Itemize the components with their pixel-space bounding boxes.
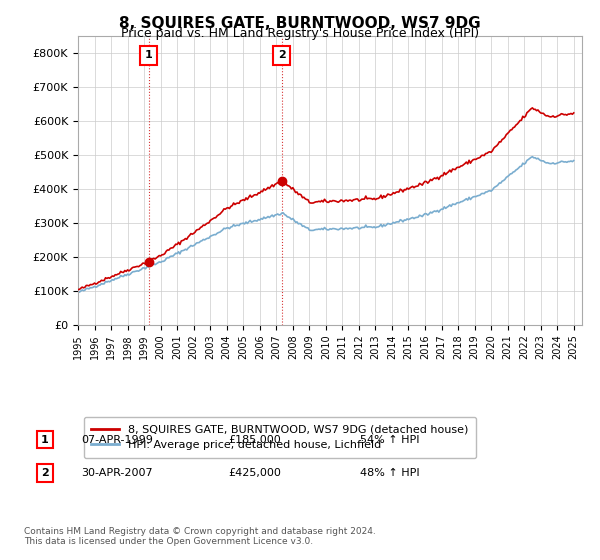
Text: 2: 2 — [41, 468, 49, 478]
Text: Contains HM Land Registry data © Crown copyright and database right 2024.
This d: Contains HM Land Registry data © Crown c… — [24, 526, 376, 546]
Text: 48% ↑ HPI: 48% ↑ HPI — [360, 468, 419, 478]
Text: 1: 1 — [145, 50, 152, 60]
Legend: 8, SQUIRES GATE, BURNTWOOD, WS7 9DG (detached house), HPI: Average price, detach: 8, SQUIRES GATE, BURNTWOOD, WS7 9DG (det… — [83, 417, 476, 458]
Text: 1: 1 — [41, 435, 49, 445]
Text: Price paid vs. HM Land Registry's House Price Index (HPI): Price paid vs. HM Land Registry's House … — [121, 27, 479, 40]
Text: 30-APR-2007: 30-APR-2007 — [81, 468, 152, 478]
Text: £425,000: £425,000 — [228, 468, 281, 478]
Text: 8, SQUIRES GATE, BURNTWOOD, WS7 9DG: 8, SQUIRES GATE, BURNTWOOD, WS7 9DG — [119, 16, 481, 31]
Text: 54% ↑ HPI: 54% ↑ HPI — [360, 435, 419, 445]
Text: £185,000: £185,000 — [228, 435, 281, 445]
Text: 2: 2 — [278, 50, 286, 60]
Text: 07-APR-1999: 07-APR-1999 — [81, 435, 153, 445]
